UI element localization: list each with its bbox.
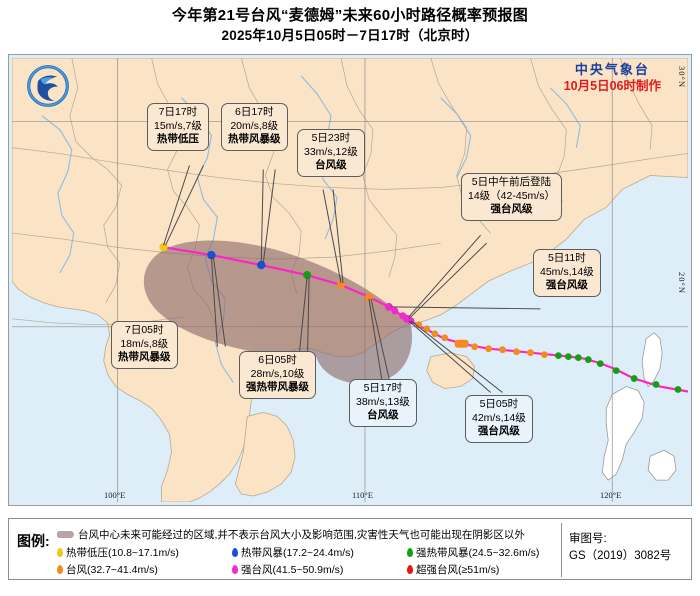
landmass-indochina-lower (234, 411, 296, 497)
legend-item-tropical-storm: 热带风暴(17.2~24.4m/s) (232, 545, 354, 560)
callout-line-time: 5日17时 (363, 382, 403, 394)
callout-line-cat: 热带风暴级 (228, 133, 281, 145)
callout-6d05[interactable]: 6日05时 28m/s,10级 强热带风暴级 (239, 351, 316, 399)
callout-7d17[interactable]: 7日17时 15m/s,7级 热带低压 (147, 103, 209, 151)
callout-line-cat: 热带低压 (156, 133, 199, 145)
ts-dot-icon (232, 548, 238, 557)
callout-line-cat: 强台风级 (490, 203, 533, 215)
agency-issued-time: 10月5日06时制作 (563, 79, 661, 93)
callout-line-time: 7日17时 (158, 106, 198, 118)
lon-label-110e: 110°E (352, 490, 374, 500)
callout-line-cat: 强台风级 (545, 279, 588, 291)
agency-name: 中央气象台 (574, 62, 650, 77)
callout-line-wind: 14级（42-45m/s） (468, 189, 555, 202)
callout-7d05[interactable]: 7日05时 18m/s,8级 热带风暴级 (111, 321, 178, 369)
forecast-probability-cone (143, 240, 413, 384)
legend-item-severe-typhoon: 强台风(41.5~50.9m/s) (232, 562, 343, 577)
callout-line-wind: 33m/s,12级 (304, 145, 358, 158)
callout-5d17[interactable]: 5日17时 38m/s,13级 台风级 (349, 379, 417, 427)
page-title: 今年第21号台风“麦德姆”未来60小时路径概率预报图 2025年10月5日05时… (0, 6, 700, 45)
legend-category-grid: 热带低压(10.8~17.1m/s) 热带风暴(17.2~24.4m/s) 强热… (57, 545, 557, 579)
landmass-taiwan (641, 332, 663, 388)
cone-swatch-icon (57, 530, 74, 538)
legend-item-typhoon: 台风(32.7~41.4m/s) (57, 562, 158, 577)
callout-line-time: 5日23时 (311, 132, 351, 144)
sts-dot-icon (407, 548, 413, 557)
legend-cone-note-row: 台风中心未来可能经过的区域,并不表示台风大小及影响范围,灾害性天气也可能出现在阴… (57, 527, 525, 542)
super-ty-dot-icon (407, 565, 413, 574)
callout-line-time: 5日05时 (479, 398, 519, 410)
legend-label: 强台风(41.5~50.9m/s) (241, 564, 344, 576)
map-canvas[interactable]: 100°E 110°E 120°E 30°N 20°N 中央气象台 10月5日0… (8, 54, 692, 506)
legend-item-super-typhoon: 超强台风(≥51m/s) (407, 562, 499, 577)
callout-line-cat: 台风级 (315, 159, 347, 171)
lat-label-20n: 20°N (677, 272, 687, 295)
callout-5d05[interactable]: 5日05时 42m/s,14级 强台风级 (465, 395, 533, 443)
callout-landfall[interactable]: 5日中午前后登陆 14级（42-45m/s） 强台风级 (461, 173, 562, 221)
forecast-point-5d11 (384, 302, 393, 311)
callout-line-wind: 42m/s,14级 (472, 411, 526, 424)
callout-line-wind: 15m/s,7级 (154, 119, 202, 132)
lat-label-30n: 30°N (677, 66, 687, 89)
approval-block: 审图号: GS（2019）3082号 (569, 531, 671, 565)
historical-track-markers (391, 307, 682, 393)
callout-line-cat: 台风级 (367, 409, 399, 421)
legend-label: 强热带风暴(24.5~32.6m/s) (416, 547, 540, 559)
callout-line-cat: 强热带风暴级 (246, 381, 309, 393)
callout-line-cat: 强台风级 (477, 425, 520, 437)
legend-title: 图例: (17, 533, 50, 549)
approval-number: GS（2019）3082号 (569, 550, 672, 562)
callout-line-wind: 20m/s,8级 (230, 119, 279, 132)
cma-logo-icon (25, 63, 71, 109)
sty-dot-icon (232, 565, 238, 574)
landmass-philippines-2 (647, 449, 677, 481)
legend-label: 超强台风(≥51m/s) (416, 564, 500, 576)
td-dot-icon (57, 548, 63, 557)
callout-line-wind: 38m/s,13级 (356, 395, 410, 408)
landmass-philippines (601, 386, 645, 481)
agency-block: 中央气象台 10月5日06时制作 (564, 61, 661, 95)
legend-divider (561, 523, 562, 577)
legend-row-1: 热带低压(10.8~17.1m/s) 热带风暴(17.2~24.4m/s) 强热… (57, 545, 557, 562)
callout-line-time: 6日05时 (258, 354, 297, 366)
legend-item-severe-tropical-storm: 强热带风暴(24.5~32.6m/s) (407, 545, 539, 560)
approval-label: 审图号: (569, 533, 607, 545)
callout-line-time: 7日05时 (124, 324, 164, 336)
callout-line-cat: 热带风暴级 (118, 351, 171, 363)
legend-label: 热带风暴(17.2~24.4m/s) (241, 547, 354, 559)
callout-line-wind: 45m/s,14级 (540, 265, 594, 278)
ty-dot-icon (57, 565, 63, 574)
callout-5d23[interactable]: 5日23时 33m/s,12级 台风级 (297, 129, 365, 177)
legend-item-tropical-depression: 热带低压(10.8~17.1m/s) (57, 545, 179, 560)
lon-label-100e: 100°E (104, 490, 126, 500)
title-line-2: 2025年10月5日05时－7日17时（北京时） (221, 28, 479, 43)
legend-panel: 图例: 台风中心未来可能经过的区域,并不表示台风大小及影响范围,灾害性天气也可能… (8, 518, 692, 580)
lon-label-120e: 120°E (600, 490, 622, 500)
historical-track-line (406, 317, 688, 393)
callout-6d17[interactable]: 6日17时 20m/s,8级 热带风暴级 (221, 103, 288, 151)
callout-line-wind: 18m/s,8级 (120, 337, 169, 350)
callout-line-wind: 28m/s,10级 (250, 367, 305, 380)
legend-row-2: 台风(32.7~41.4m/s) 强台风(41.5~50.9m/s) 超强台风(… (57, 562, 557, 579)
callout-line-time: 5日中午前后登陆 (471, 176, 552, 188)
callout-line-time: 6日17时 (234, 106, 274, 118)
title-line-1: 今年第21号台风“麦德姆”未来60小时路径概率预报图 (171, 7, 529, 24)
legend-label: 台风(32.7~41.4m/s) (66, 564, 158, 576)
legend-cone-note: 台风中心未来可能经过的区域,并不表示台风大小及影响范围,灾害性天气也可能出现在阴… (78, 529, 525, 541)
callout-5d11[interactable]: 5日11时 45m/s,14级 强台风级 (533, 249, 601, 297)
callout-line-time: 5日11时 (547, 252, 586, 264)
legend-label: 热带低压(10.8~17.1m/s) (66, 547, 179, 559)
callout-leader-lines (163, 165, 541, 393)
